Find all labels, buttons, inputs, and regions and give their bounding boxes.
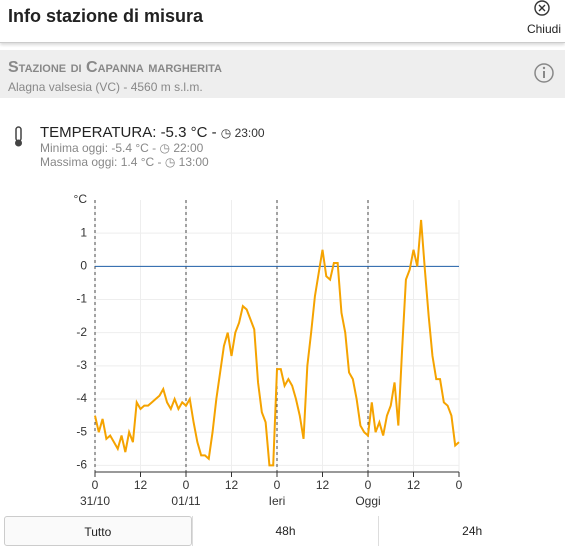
- x-tick-label: 0: [365, 478, 372, 492]
- day-label: Ieri: [269, 494, 286, 508]
- x-tick-label: 0: [183, 478, 190, 492]
- min-time: 22:00: [173, 141, 204, 155]
- time: 23:00: [234, 126, 265, 140]
- max-time: 13:00: [178, 155, 209, 169]
- y-tick-label: -5: [76, 424, 87, 438]
- station-location: Alagna valsesia (VC) - 4560 m s.l.m.: [8, 80, 203, 94]
- header: Info stazione di misura Chiudi: [0, 0, 565, 43]
- station-bar: Stazione di Capanna margherita Alagna va…: [0, 50, 565, 98]
- day-label: 31/10: [80, 494, 110, 508]
- x-tick-label: 0: [92, 478, 99, 492]
- y-tick-label: -3: [76, 358, 87, 372]
- y-axis-label: °C: [74, 192, 88, 206]
- x-tick-label: 12: [407, 478, 421, 492]
- y-tick-label: -6: [76, 458, 87, 472]
- tab[interactable]: 24h: [378, 516, 565, 546]
- tab[interactable]: 48h: [191, 516, 379, 546]
- day-label: 01/11: [171, 494, 200, 508]
- close-icon[interactable]: [533, 0, 551, 18]
- tabs: Tutto 48h 24h: [4, 516, 565, 546]
- x-tick-label: 12: [134, 478, 148, 492]
- tab[interactable]: Tutto: [4, 516, 192, 546]
- chart: °C 1 0 -1 -2 -3 -4 -5 -6 0 12 0 12 0 12 0 12 0 31/10 01/11 I…: [74, 192, 463, 508]
- info-icon[interactable]: [533, 62, 555, 84]
- y-tick-label: -4: [76, 391, 87, 405]
- temperature: TEMPERATURA: -5.3 °C -: [40, 124, 217, 141]
- max: Massima oggi: 1.4 °C -: [40, 155, 162, 169]
- x-tick-label: 0: [456, 478, 463, 492]
- series-line: [94, 219, 460, 467]
- x-tick-label: 0: [274, 478, 281, 492]
- station-name: Stazione di Capanna margherita: [8, 59, 222, 76]
- y-tick-label: 1: [80, 225, 87, 239]
- min: Minima oggi: -5.4 °C -: [40, 141, 157, 155]
- x-tick-label: 12: [316, 478, 330, 492]
- y-tick-label: 0: [80, 259, 87, 273]
- close-button[interactable]: Chiudi: [526, 22, 561, 36]
- x-tick-label: 12: [225, 478, 239, 492]
- day-label: Oggi: [355, 494, 380, 508]
- y-tick-label: -1: [76, 292, 87, 306]
- reading: TEMPERATURA: -5.3 °C - ◷ 23:00 Minima og…: [40, 124, 265, 169]
- title: Info stazione di misura: [8, 6, 204, 26]
- thermometer-icon: [15, 126, 22, 147]
- y-tick-label: -2: [76, 325, 87, 339]
